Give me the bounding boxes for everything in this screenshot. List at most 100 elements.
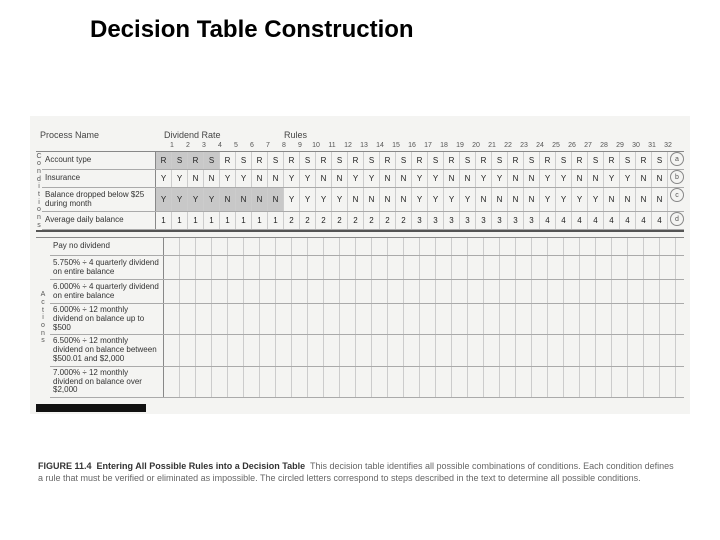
action-cell <box>340 367 356 397</box>
action-cell <box>292 280 308 303</box>
action-cell <box>580 304 596 334</box>
action-cell <box>324 335 340 365</box>
action-cell <box>500 280 516 303</box>
condition-cell: Y <box>556 170 572 187</box>
condition-cell: 3 <box>492 212 508 229</box>
action-cell <box>516 256 532 279</box>
action-label: 6.000% ÷ 4 quarterly dividend on entire … <box>50 280 164 303</box>
action-cell <box>596 238 612 255</box>
action-row: 6.500% ÷ 12 monthly dividend on balance … <box>50 335 684 366</box>
condition-cell: Y <box>284 170 300 187</box>
action-cell <box>660 238 676 255</box>
action-label: 7.000% ÷ 12 monthly dividend on balance … <box>50 367 164 397</box>
action-cell <box>596 367 612 397</box>
action-cell <box>436 335 452 365</box>
condition-cell: N <box>652 188 668 211</box>
condition-cell: N <box>524 188 540 211</box>
condition-cell: S <box>428 152 444 169</box>
header-rules: Rules <box>284 130 544 140</box>
condition-cell: Y <box>412 188 428 211</box>
action-cell <box>564 280 580 303</box>
action-cell <box>260 238 276 255</box>
action-cell <box>292 335 308 365</box>
action-cell <box>580 280 596 303</box>
action-cell <box>452 367 468 397</box>
action-cell <box>532 367 548 397</box>
rule-number: 3 <box>196 142 212 149</box>
action-cell <box>356 304 372 334</box>
action-cell <box>564 367 580 397</box>
condition-cell: S <box>396 152 412 169</box>
action-cell <box>372 335 388 365</box>
action-cell <box>500 238 516 255</box>
condition-cell: 2 <box>332 212 348 229</box>
rule-number: 26 <box>564 142 580 149</box>
action-cell <box>388 280 404 303</box>
rule-number: 15 <box>388 142 404 149</box>
condition-row: Average daily balance1111111122222222333… <box>42 212 684 230</box>
condition-cell: N <box>348 188 364 211</box>
action-cell <box>180 256 196 279</box>
rule-number: 2 <box>180 142 196 149</box>
condition-cell: 4 <box>604 212 620 229</box>
figure-number: FIGURE 11.4 <box>38 461 92 471</box>
action-cell <box>484 367 500 397</box>
condition-cell: S <box>236 152 252 169</box>
condition-cell: Y <box>300 188 316 211</box>
action-cell <box>660 280 676 303</box>
action-cell <box>180 367 196 397</box>
condition-label: Account type <box>42 152 156 169</box>
action-cell <box>228 367 244 397</box>
header-process-name: Process Name <box>36 130 164 140</box>
condition-cell: R <box>572 152 588 169</box>
rule-number: 24 <box>532 142 548 149</box>
condition-cell: N <box>444 170 460 187</box>
condition-cell: 2 <box>284 212 300 229</box>
action-label: Pay no dividend <box>50 238 164 255</box>
condition-cell: R <box>412 152 428 169</box>
condition-label: Average daily balance <box>42 212 156 229</box>
condition-cell: 1 <box>204 212 220 229</box>
action-cell <box>276 280 292 303</box>
condition-cell: N <box>604 188 620 211</box>
figure-caption: FIGURE 11.4 Entering All Possible Rules … <box>38 460 678 484</box>
action-cell <box>532 335 548 365</box>
action-cell <box>388 367 404 397</box>
action-label: 6.500% ÷ 12 monthly dividend on balance … <box>50 335 164 365</box>
action-cell <box>548 367 564 397</box>
condition-cell: Y <box>556 188 572 211</box>
action-cell <box>388 335 404 365</box>
condition-cell: N <box>476 188 492 211</box>
action-cell <box>356 238 372 255</box>
action-cell <box>484 256 500 279</box>
action-cell <box>612 335 628 365</box>
condition-cell: N <box>636 170 652 187</box>
action-cell <box>612 280 628 303</box>
condition-cell: Y <box>412 170 428 187</box>
condition-cell: S <box>172 152 188 169</box>
action-cell <box>484 280 500 303</box>
action-cell <box>644 238 660 255</box>
action-cell <box>196 335 212 365</box>
action-cell <box>660 335 676 365</box>
action-cell <box>452 304 468 334</box>
condition-cell: Y <box>540 188 556 211</box>
action-cell <box>644 256 660 279</box>
action-cell <box>244 367 260 397</box>
condition-cell: R <box>188 152 204 169</box>
condition-cell: 4 <box>556 212 572 229</box>
rule-number: 9 <box>292 142 308 149</box>
condition-cell: 4 <box>652 212 668 229</box>
action-cell <box>612 304 628 334</box>
action-cell <box>292 304 308 334</box>
action-cell <box>404 367 420 397</box>
action-cell <box>580 335 596 365</box>
condition-label: Balance dropped below $25 during month <box>42 188 156 211</box>
condition-cell: S <box>652 152 668 169</box>
condition-cell: Y <box>156 188 172 211</box>
action-cell <box>164 256 180 279</box>
condition-cell: N <box>508 170 524 187</box>
rule-number: 32 <box>660 142 676 149</box>
row-letter-badge: d <box>670 212 684 226</box>
page-title: Decision Table Construction <box>90 16 414 44</box>
